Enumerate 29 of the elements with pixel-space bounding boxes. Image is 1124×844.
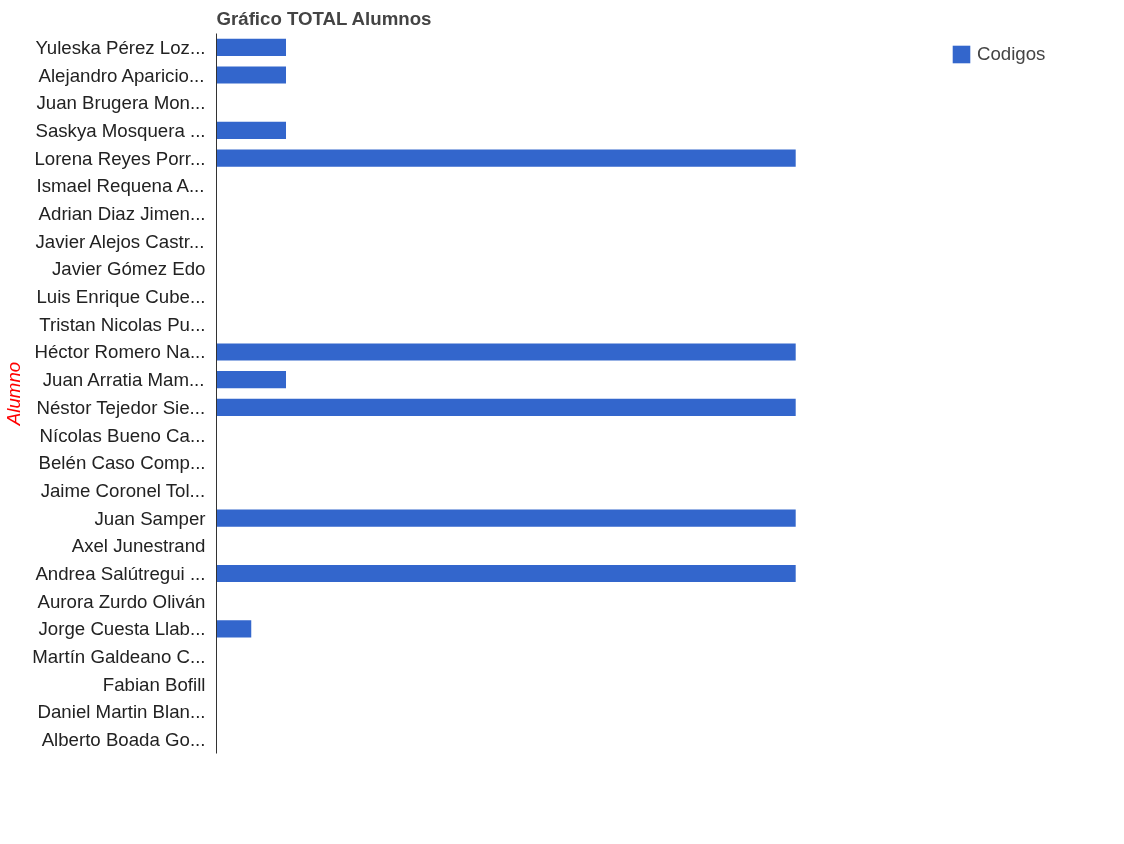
y-tick-label: Saskya Mosquera ... — [35, 119, 206, 141]
y-tick-label: Andrea Salútregui ... — [35, 563, 206, 584]
y-tick-label: Aurora Zurdo Oliván — [37, 590, 206, 612]
y-tick-label: Fabian Bofill — [102, 673, 206, 695]
legend-label: Codigos — [977, 43, 1046, 65]
y-tick-label: Néstor Tejedor Sie... — [36, 396, 206, 418]
y-tick-label: Lorena Reyes Porr... — [34, 147, 206, 169]
y-tick-label: Juan Arratia Mam... — [42, 369, 205, 391]
y-tick-label: Luis Enrique Cube... — [36, 286, 206, 308]
y-tick-label: Jaime Coronel Tol... — [40, 479, 206, 501]
y-tick-label: Adrian Diaz Jimen... — [38, 203, 206, 224]
y-tick-label: Alejandro Aparicio... — [38, 64, 205, 86]
y-tick-label: Yuleska Pérez Loz... — [35, 36, 206, 58]
y-tick-label: Nícolas Bueno Ca... — [39, 424, 206, 446]
y-tick-label: Axel Junestrand — [71, 535, 206, 557]
y-tick-label: Ismael Requena A... — [36, 175, 205, 197]
y-tick-label: Javier Gómez Edo — [52, 258, 206, 280]
chart-title: Gráfico TOTAL Alumnos — [216, 7, 432, 29]
y-tick-label: Martín Galdeano C... — [32, 646, 206, 668]
y-tick-label: Jorge Cuesta Llab... — [38, 618, 206, 640]
y-tick-label: Juan Brugera Mon... — [36, 92, 206, 114]
y-tick-label: Juan Samper — [94, 507, 206, 529]
y-tick-label: Javier Alejos Castr... — [35, 230, 205, 252]
y-tick-label: Héctor Romero Na... — [34, 341, 206, 363]
y-tick-label: Daniel Martin Blan... — [37, 701, 206, 723]
y-tick-label: Belén Caso Comp... — [38, 452, 206, 474]
y-axis-title: Alumno — [3, 361, 25, 427]
y-tick-label: Alberto Boada Go... — [41, 729, 206, 751]
y-tick-label: Tristan Nicolas Pu... — [39, 313, 206, 335]
